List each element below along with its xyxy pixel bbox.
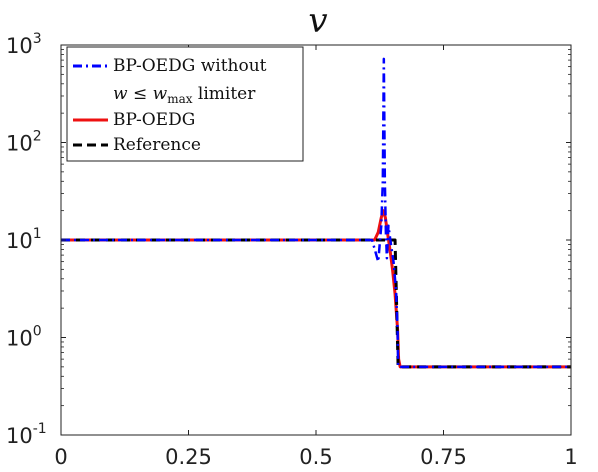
chart-title: v (308, 1, 327, 41)
y-tick-label: 10-1 (6, 421, 47, 448)
legend-label-bp-oedg-without-line2: w ≤ wmax limiter (113, 84, 256, 106)
legend-label-reference: Reference (113, 135, 201, 155)
x-tick-label: 0.75 (420, 445, 467, 469)
y-tick-label: 100 (6, 324, 42, 351)
plot-lines (61, 57, 571, 369)
series-line-reference (61, 238, 571, 369)
axis-ticks: 0 0.25 0.5 0.75 1 10-1 100 101 102 103 (6, 31, 578, 469)
x-tick-label: 1 (564, 445, 577, 469)
x-tick-label: 0 (54, 445, 67, 469)
y-tick-label: 103 (6, 31, 42, 58)
series-line-bp-oedg (61, 209, 571, 369)
x-tick-label: 0.25 (165, 445, 212, 469)
series-line-bp-oedg-without-limiter (61, 57, 571, 369)
y-tick-label: 102 (6, 129, 42, 156)
y-tick-label: 101 (6, 226, 42, 253)
legend: BP-OEDG without w ≤ wmax limiter BP-OEDG… (66, 46, 304, 162)
legend-label-bp-oedg-without-line1: BP-OEDG without (113, 56, 267, 76)
x-tick-label: 0.5 (299, 445, 332, 469)
legend-label-bp-oedg: BP-OEDG (113, 110, 195, 130)
